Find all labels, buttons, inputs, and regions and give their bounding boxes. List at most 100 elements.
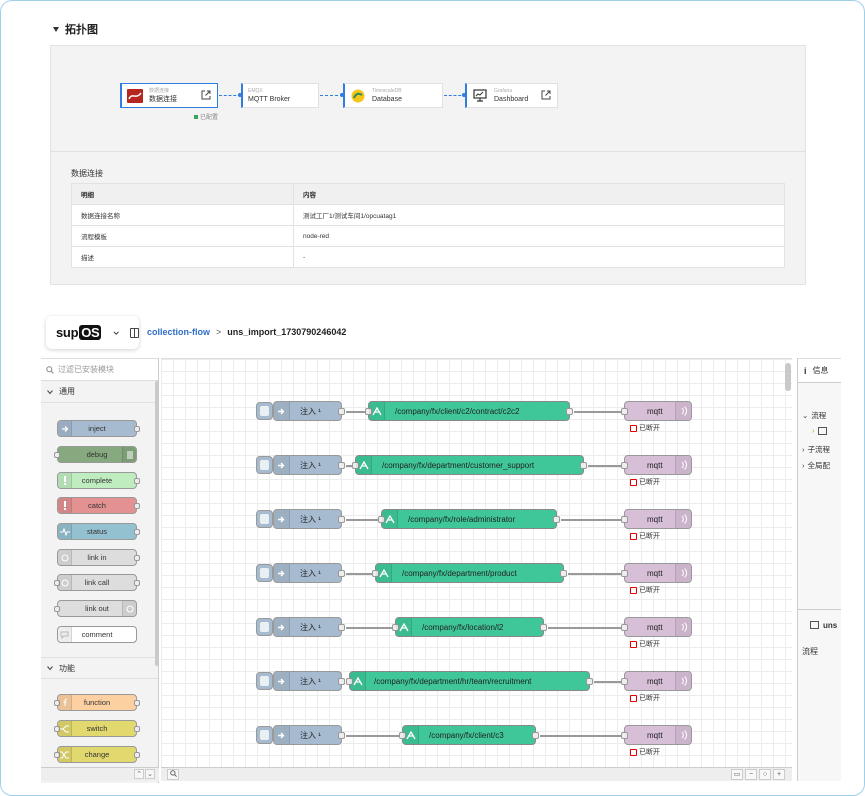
mqtt-out-node[interactable]: mqtt (621, 725, 692, 745)
search-icon (46, 365, 54, 374)
palette-node-status[interactable]: status (57, 523, 140, 540)
topic-node[interactable]: /company/fx/department/product (372, 563, 567, 583)
palette-node-debug[interactable]: debug (54, 446, 137, 463)
zoom-in-button[interactable]: + (773, 769, 785, 780)
mqtt-out-node[interactable]: mqtt (621, 617, 692, 637)
shuffle-icon (58, 747, 72, 762)
topology-connector-dot (462, 93, 466, 97)
topology-node-data-connection[interactable]: 数据连接 数据连接 (120, 83, 218, 108)
palette-node-link-out[interactable]: link out (54, 600, 137, 617)
inject-trigger-button[interactable] (256, 510, 273, 528)
sidebar-tree-flow-item[interactable]: › (812, 426, 827, 435)
topology-connector (444, 95, 466, 96)
inject-node[interactable]: 注入 ¹ (273, 617, 345, 637)
topology-title: 拓扑图 (65, 24, 98, 36)
inject-node[interactable]: 注入 ¹ (273, 725, 345, 745)
map-icon[interactable]: ▭ (731, 769, 743, 780)
topology-node-label: 数据连接 (149, 95, 177, 103)
topic-icon (350, 672, 366, 690)
flow-workspace[interactable]: 注入 ¹ /company/fx/client/c2/contract/c2c2… (161, 358, 792, 768)
palette-filter-placeholder: 过滤已安装模块 (58, 365, 114, 374)
inject-trigger-button[interactable] (256, 618, 273, 636)
mqtt-out-node[interactable]: mqtt (621, 455, 692, 475)
status-disconnected: 已断开 (630, 423, 660, 433)
table-header: 明细 (71, 183, 294, 205)
topic-node[interactable]: /company/fx/department/hr/team/recruitme… (346, 671, 593, 691)
flow-wire (346, 627, 395, 629)
link-icon (58, 550, 72, 565)
topology-node-database[interactable]: TimescaleDB Database (343, 83, 443, 108)
topic-node[interactable]: /company/fx/client/c2/contract/c2c2 (365, 401, 573, 421)
palette-node-catch[interactable]: catch (57, 497, 140, 514)
flow-wire (588, 465, 624, 467)
breadcrumb-parent-link[interactable]: collection-flow (147, 327, 210, 337)
palette-category-common[interactable]: 通用 (41, 381, 158, 403)
status-disconnected: 已断开 (630, 693, 660, 703)
external-link-icon[interactable] (541, 90, 551, 100)
mqtt-out-node[interactable]: mqtt (621, 401, 692, 421)
inject-node[interactable]: 注入 ¹ (273, 563, 345, 583)
topology-header[interactable]: 拓扑图 (53, 21, 98, 37)
topology-panel: 数据连接 数据连接 EMQX MQTT Broker TimescaleDB D… (50, 45, 806, 285)
topic-node[interactable]: /company/fx/department/customer_support (352, 455, 587, 475)
arrow-in-icon (274, 618, 290, 636)
app-switcher[interactable]: sup OS (46, 316, 139, 349)
palette-node-switch[interactable]: switch (54, 720, 140, 737)
search-flows-button[interactable] (167, 769, 179, 780)
palette-node-link-call[interactable]: link call (54, 574, 140, 591)
palette-node-function[interactable]: function (54, 694, 140, 711)
sidebar-tree-global-config[interactable]: › 全局配 (802, 461, 830, 470)
status-disconnected: 已断开 (630, 747, 660, 757)
topic-node[interactable]: /company/fx/location/l2 (392, 617, 547, 637)
topic-icon (369, 402, 385, 420)
palette-filter[interactable]: 过滤已安装模块 (41, 359, 158, 381)
palette-node-inject[interactable]: inject (57, 420, 140, 437)
expand-all-button[interactable]: ⌄ (145, 769, 155, 779)
collapse-all-button[interactable]: ⌃ (134, 769, 144, 779)
zoom-reset-button[interactable]: ○ (759, 769, 771, 780)
flow-wire (568, 573, 624, 575)
breadcrumb-separator: > (216, 327, 222, 337)
palette-node-comment[interactable]: comment (57, 626, 137, 643)
function-icon (58, 695, 72, 710)
inject-trigger-button[interactable] (256, 402, 273, 420)
mqtt-out-node[interactable]: mqtt (621, 563, 692, 583)
palette-node-complete[interactable]: complete (57, 472, 140, 489)
palette-category-function[interactable]: 功能 (41, 657, 158, 679)
external-link-icon[interactable] (201, 90, 211, 100)
inject-node[interactable]: 注入 ¹ (273, 455, 345, 475)
inject-node[interactable]: 注入 ¹ (273, 509, 345, 529)
palette-node-change[interactable]: change (54, 746, 140, 763)
broadcast-icon (675, 672, 691, 690)
workspace-scrollbar[interactable] (785, 363, 791, 391)
inject-trigger-button[interactable] (256, 564, 273, 582)
status-disconnected: 已断开 (630, 477, 660, 487)
inject-node[interactable]: 注入 ¹ (273, 671, 345, 691)
broadcast-icon (675, 726, 691, 744)
status-disconnected: 已断开 (630, 639, 660, 649)
sidebar-tree-flows[interactable]: ⌄ 流程 (802, 411, 827, 420)
zoom-out-button[interactable]: − (745, 769, 757, 780)
palette-scrollbar[interactable] (155, 381, 159, 666)
sidebar-tab-info[interactable]: i 信息 (798, 359, 841, 383)
palette-node-link-in[interactable]: link in (57, 549, 140, 566)
topology-node-dashboard[interactable]: Grafana Dashboard (465, 83, 558, 108)
inject-node[interactable]: 注入 ¹ (273, 401, 345, 421)
status-disconnected: 已断开 (630, 585, 660, 595)
palette-footer: ⌃ ⌄ (41, 767, 159, 781)
mqtt-out-node[interactable]: mqtt (621, 671, 692, 691)
topic-node[interactable]: /company/fx/role/administrator (378, 509, 560, 529)
topology-node-mqtt-broker[interactable]: EMQX MQTT Broker (241, 83, 319, 108)
topology-connector (219, 95, 241, 96)
topic-node[interactable]: /company/fx/client/c3 (399, 725, 539, 745)
arrow-in-icon (58, 421, 72, 436)
flow-wire (594, 681, 624, 683)
inject-trigger-button[interactable] (256, 726, 273, 744)
mqtt-out-node[interactable]: mqtt (621, 509, 692, 529)
chevron-down-icon[interactable] (113, 329, 120, 337)
inject-trigger-button[interactable] (256, 672, 273, 690)
panel-toggle-icon[interactable] (129, 327, 139, 338)
topology-node-label: MQTT Broker (248, 95, 291, 103)
sidebar-tree-subflows[interactable]: › 子流程 (802, 445, 830, 454)
inject-trigger-button[interactable] (256, 456, 273, 474)
